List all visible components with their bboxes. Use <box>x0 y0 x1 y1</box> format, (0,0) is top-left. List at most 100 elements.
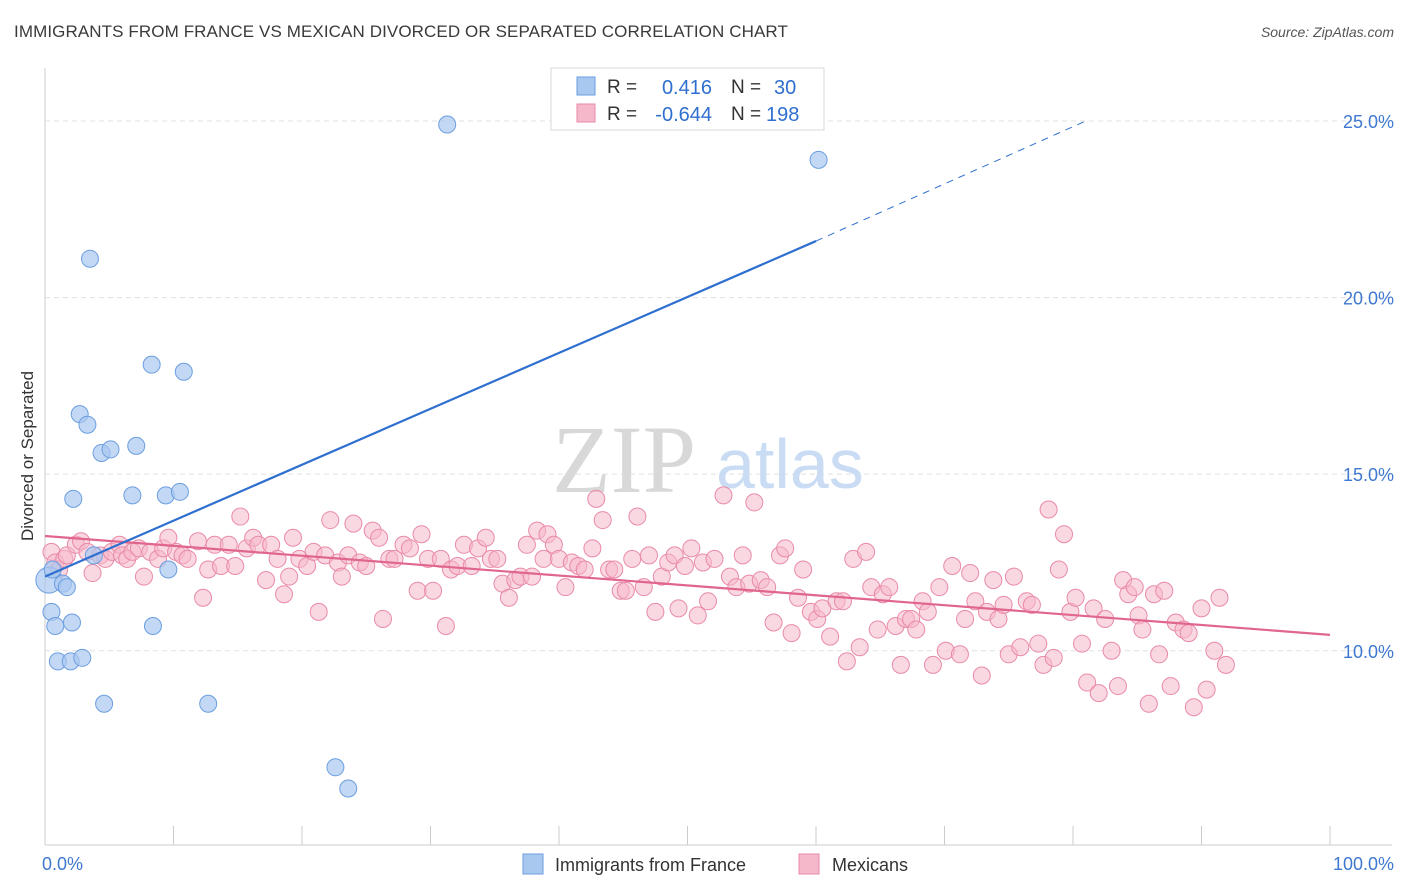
mexicans-point <box>499 588 518 607</box>
mexicans-point <box>616 581 635 600</box>
chart-title: IMMIGRANTS FROM FRANCE VS MEXICAN DIVORC… <box>14 22 788 41</box>
france-point <box>339 779 358 798</box>
mexicans-point <box>1055 525 1074 544</box>
legend-r-label-france: R = <box>607 77 637 98</box>
mexicans-point <box>134 567 153 586</box>
mexicans-point <box>1184 698 1203 717</box>
legend-r-value-france: 0.416 <box>662 77 712 99</box>
mexicans-point <box>966 592 985 611</box>
mexicans-point <box>1044 648 1063 667</box>
mexicans-point <box>789 588 808 607</box>
mexicans-point <box>309 602 328 621</box>
france-trend-line-extension <box>815 120 1087 242</box>
legend-n-value-mexicans: 198 <box>766 104 799 126</box>
mexicans-point <box>523 567 542 586</box>
mexicans-point <box>868 620 887 639</box>
mexicans-point <box>1049 560 1068 579</box>
france-points <box>35 115 828 798</box>
mexicans-point <box>675 556 694 575</box>
mexicans-point <box>593 511 612 530</box>
mexicans-point <box>1066 588 1085 607</box>
bottom-legend: Immigrants from France Mexicans <box>522 853 908 875</box>
mexicans-point <box>1155 581 1174 600</box>
mexicans-point <box>1072 634 1091 653</box>
mexicans-point <box>1102 641 1121 660</box>
mexicans-point <box>628 507 647 526</box>
mexicans-point <box>850 638 869 657</box>
y-tick-label: 25.0% <box>1343 112 1394 132</box>
mexicans-point <box>605 560 624 579</box>
mexicans-point <box>1192 599 1211 618</box>
mexicans-point <box>764 613 783 632</box>
mexicans-point <box>821 627 840 646</box>
mexicans-point <box>1011 638 1030 657</box>
france-point <box>159 560 178 579</box>
france-point <box>174 362 193 381</box>
mexicans-point <box>1004 567 1023 586</box>
mexicans-point <box>782 624 801 643</box>
france-point <box>101 440 120 459</box>
mexicans-point <box>284 528 303 547</box>
mexicans-point <box>837 652 856 671</box>
france-point <box>127 436 146 455</box>
mexicans-point <box>575 560 594 579</box>
mexicans-point <box>714 486 733 505</box>
france-point <box>142 355 161 374</box>
mexicans-point <box>257 571 276 590</box>
mexicans-point <box>758 578 777 597</box>
mexicans-point <box>669 599 688 618</box>
mexicans-point <box>891 655 910 674</box>
mexicans-point <box>344 514 363 533</box>
france-point <box>46 617 65 636</box>
x-tick-label-min: 0.0% <box>42 854 83 874</box>
mexicans-point <box>984 571 1003 590</box>
mexicans-point <box>1150 645 1169 664</box>
legend-swatch-france <box>576 76 596 96</box>
mexicans-point <box>400 539 419 558</box>
y-axis-title: Divorced or Separated <box>18 371 37 541</box>
bottom-legend-label-mexicans: Mexicans <box>832 855 908 875</box>
mexicans-point <box>918 602 937 621</box>
france-trend-line <box>44 240 817 578</box>
legend-r-value-mexicans: -0.644 <box>655 104 712 126</box>
mexicans-point <box>972 666 991 685</box>
mexicans-point <box>408 581 427 600</box>
mexicans-point <box>907 620 926 639</box>
mexicans-point <box>639 546 658 565</box>
mexicans-point <box>930 578 949 597</box>
france-point <box>170 482 189 501</box>
mexicans-point <box>373 609 392 628</box>
x-axis-ticks <box>44 826 1331 845</box>
mexicans-point <box>961 564 980 583</box>
y-tick-label: 10.0% <box>1343 642 1394 662</box>
trend-lines <box>44 120 1331 636</box>
y-tick-label: 20.0% <box>1343 289 1394 309</box>
mexicans-point <box>583 539 602 558</box>
france-point <box>326 758 345 777</box>
mexicans-point <box>1139 694 1158 713</box>
legend-r-label-mexicans: R = <box>607 104 637 125</box>
mexicans-points <box>42 486 1235 717</box>
mexicans-point <box>280 567 299 586</box>
mexicans-point <box>745 493 764 512</box>
mexicans-point <box>1039 500 1058 519</box>
mexicans-point <box>833 592 852 611</box>
mexicans-point <box>517 535 536 554</box>
mexicans-point <box>623 549 642 568</box>
france-point <box>62 613 81 632</box>
mexicans-point <box>83 564 102 583</box>
source-credit: Source: ZipAtlas.com <box>1260 24 1394 40</box>
mexicans-point <box>534 549 553 568</box>
y-tick-label: 15.0% <box>1343 465 1394 485</box>
legend-swatch-mexicans <box>576 103 596 123</box>
mexicans-point <box>1210 588 1229 607</box>
bottom-legend-swatch-mexicans <box>798 853 820 875</box>
mexicans-point <box>943 556 962 575</box>
france-point <box>57 578 76 597</box>
mexicans-point <box>646 602 665 621</box>
mexicans-point <box>1133 620 1152 639</box>
mexicans-point <box>412 525 431 544</box>
mexicans-point <box>1108 677 1127 696</box>
mexicans-point <box>1205 641 1224 660</box>
